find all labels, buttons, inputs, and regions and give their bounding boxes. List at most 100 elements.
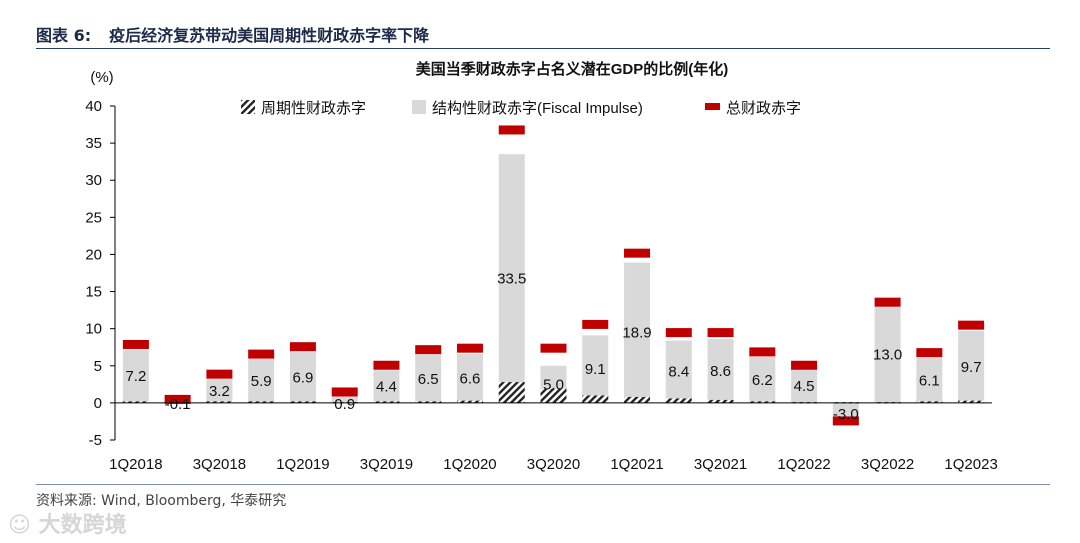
watermark: ☺ 大数跨境 — [8, 513, 127, 538]
x-tick-label: 1Q2022 — [777, 456, 830, 473]
structural-deficit-bar — [707, 339, 734, 403]
structural-value-label: 8.6 — [710, 363, 731, 380]
total-deficit-marker — [624, 248, 651, 258]
cyclical-deficit-bar — [916, 401, 943, 403]
y-tick-label: 30 — [85, 172, 102, 189]
x-tick-label: 3Q2018 — [193, 456, 246, 473]
x-tick-label: 1Q2021 — [610, 456, 663, 473]
total-deficit-marker — [415, 345, 442, 355]
total-deficit-marker — [916, 348, 943, 358]
structural-value-label: 0.9 — [334, 396, 355, 413]
total-deficit-marker — [665, 328, 692, 338]
cyclical-deficit-bar — [624, 396, 651, 403]
total-deficit-marker — [582, 319, 609, 329]
cyclical-deficit-bar — [289, 401, 316, 403]
x-tick-label: 1Q2019 — [276, 456, 329, 473]
total-deficit-marker — [289, 342, 316, 352]
structural-deficit-bar — [289, 351, 316, 403]
cyclical-deficit-bar — [749, 401, 776, 403]
x-tick-label: 3Q2019 — [360, 456, 413, 473]
cyclical-deficit-bar — [248, 401, 275, 403]
y-tick-label: 40 — [85, 98, 102, 115]
y-tick-label: 20 — [85, 246, 102, 263]
cyclical-deficit-bar — [707, 399, 734, 403]
structural-deficit-bar — [331, 396, 358, 403]
structural-deficit-bar — [916, 357, 943, 403]
y-tick-label: 35 — [85, 135, 102, 152]
legend-swatch-structural — [412, 100, 426, 114]
structural-value-label: 4.4 — [376, 379, 397, 396]
structural-value-label: 6.2 — [752, 372, 773, 389]
x-tick-label: 1Q2020 — [443, 456, 496, 473]
structural-deficit-bar — [958, 330, 985, 403]
structural-value-label: 6.6 — [460, 370, 481, 387]
figure-title-text: 疫后经济复苏带动美国周期性财政赤字率下降 — [109, 26, 430, 45]
total-deficit-marker — [373, 360, 400, 370]
x-tick-label: 1Q2023 — [944, 456, 997, 473]
structural-value-label: -0.1 — [165, 396, 191, 413]
structural-deficit-bar — [498, 154, 525, 403]
structural-value-label: 6.1 — [919, 372, 940, 389]
y-tick-label: 5 — [94, 358, 102, 375]
structural-deficit-bar — [415, 354, 442, 403]
legend-swatch-total — [705, 103, 720, 110]
y-tick-label: 0 — [94, 395, 102, 412]
watermark-text: 大数跨境 — [38, 513, 127, 538]
structural-deficit-bar — [665, 340, 692, 403]
source-note: 资料来源: Wind, Bloomberg, 华泰研究 — [36, 493, 287, 509]
x-tick-label: 3Q2021 — [694, 456, 747, 473]
cyclical-deficit-bar — [415, 401, 442, 403]
total-deficit-marker — [832, 416, 859, 426]
total-deficit-marker — [874, 297, 901, 307]
footer-divider — [36, 484, 1050, 485]
y-tick-label: 10 — [85, 321, 102, 338]
structural-deficit-bar — [206, 379, 233, 403]
structural-value-label: -3.0 — [833, 406, 859, 423]
cyclical-deficit-bar — [206, 401, 233, 403]
structural-value-label: 33.5 — [497, 271, 526, 288]
structural-value-label: 9.7 — [961, 359, 982, 376]
structural-value-label: 13.0 — [873, 347, 902, 364]
cyclical-deficit-bar — [582, 395, 609, 403]
figure-title: 图表 6: 疫后经济复苏带动美国周期性财政赤字率下降 — [36, 22, 429, 46]
structural-value-label: 8.4 — [668, 364, 689, 381]
y-axis-unit: (%) — [90, 69, 113, 86]
structural-value-label: 6.5 — [418, 371, 439, 388]
structural-value-label: 3.2 — [209, 383, 230, 400]
cyclical-deficit-bar — [540, 388, 567, 403]
total-deficit-marker — [498, 125, 525, 135]
cyclical-deficit-bar — [958, 400, 985, 403]
total-deficit-marker — [122, 339, 149, 349]
total-deficit-marker — [164, 394, 191, 404]
total-deficit-marker — [206, 369, 233, 379]
structural-deficit-bar — [582, 335, 609, 403]
structural-deficit-bar — [122, 349, 149, 403]
structural-value-label: 6.9 — [292, 369, 313, 386]
total-deficit-marker — [958, 320, 985, 330]
structural-deficit-bar — [791, 369, 818, 403]
figure-number: 图表 6: — [36, 26, 92, 45]
legend-label-structural: 结构性财政赤字(Fiscal Impulse) — [432, 100, 643, 117]
structural-value-label: 7.2 — [125, 368, 146, 385]
legend-label-cyclical: 周期性财政赤字 — [261, 100, 366, 117]
y-tick-label: 25 — [85, 209, 102, 226]
total-deficit-marker — [540, 343, 567, 353]
x-tick-label: 1Q2018 — [109, 456, 162, 473]
structural-value-label: 18.9 — [622, 325, 651, 342]
x-tick-label: 3Q2020 — [527, 456, 580, 473]
structural-deficit-bar — [373, 370, 400, 403]
x-tick-label: 3Q2022 — [861, 456, 914, 473]
structural-value-label: 9.1 — [585, 361, 606, 378]
total-deficit-marker — [707, 328, 734, 338]
cyclical-deficit-bar — [456, 400, 483, 403]
structural-deficit-bar — [248, 359, 275, 403]
structural-deficit-bar — [749, 356, 776, 403]
total-deficit-marker — [456, 343, 483, 353]
cyclical-deficit-bar — [122, 401, 149, 403]
y-tick-label: -5 — [89, 432, 102, 449]
total-deficit-marker — [331, 387, 358, 397]
structural-deficit-bar — [456, 353, 483, 403]
title-divider — [36, 48, 1050, 49]
legend-label-total: 总财政赤字 — [726, 100, 801, 117]
bar-chart: 美国当季财政赤字占名义潜在GDP的比例(年化) (%) -5 0 5 10 15 20 25 30… — [85, 60, 998, 473]
